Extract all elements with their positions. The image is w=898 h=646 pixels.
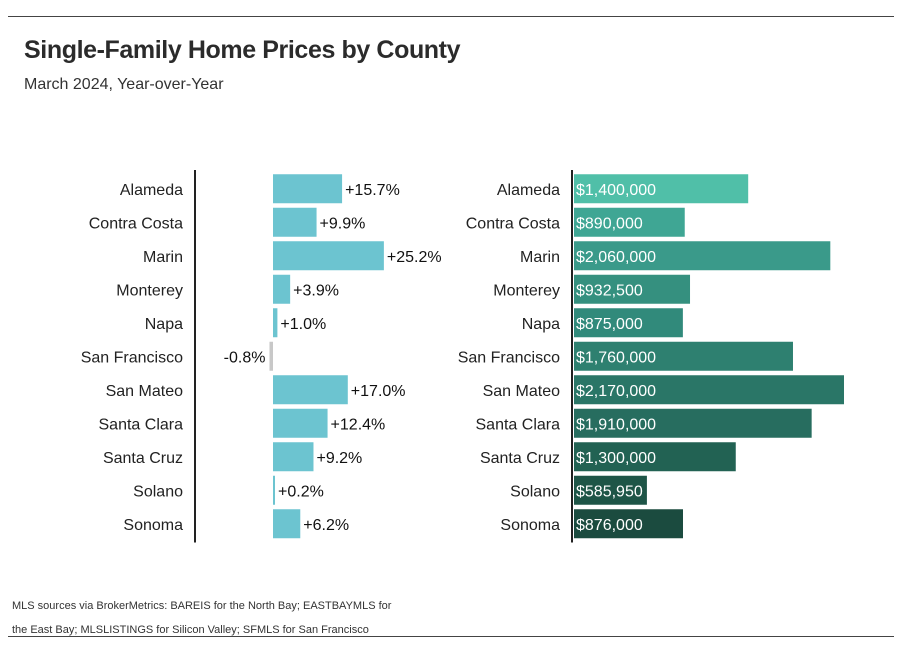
right-category-label: Santa Clara [476, 416, 561, 433]
yoy-bar [273, 408, 328, 438]
left-category-label: Alameda [120, 182, 183, 199]
left-category-label: San Mateo [106, 383, 183, 400]
yoy-value-label: -0.8% [224, 349, 266, 366]
yoy-bar [273, 509, 301, 539]
yoy-value-label: +6.2% [303, 517, 349, 534]
right-category-label: Solano [510, 483, 560, 500]
chart-title: Single-Family Home Prices by County [24, 36, 461, 64]
bottom-rule [8, 636, 894, 637]
yoy-bar [273, 375, 348, 405]
price-bar [574, 341, 793, 371]
price-bar [574, 174, 749, 204]
median-price-chart: Alameda $1,400,000 Contra Costa $890,000 Mar… [458, 170, 844, 543]
price-value-label: $875,000 [576, 316, 643, 333]
yoy-value-label: +12.4% [331, 416, 386, 433]
yoy-value-label: +1.0% [280, 316, 326, 333]
right-category-label: San Mateo [483, 383, 560, 400]
yoy-value-label: +9.2% [316, 450, 362, 467]
right-category-label: Alameda [497, 182, 560, 199]
left-category-label: Solano [133, 483, 183, 500]
price-value-label: $2,170,000 [576, 383, 656, 400]
yoy-value-label: +25.2% [387, 249, 442, 266]
yoy-bar [269, 341, 273, 371]
right-category-label: Santa Cruz [480, 450, 560, 467]
price-value-label: $890,000 [576, 215, 643, 232]
price-bar [574, 241, 831, 271]
price-bar [574, 509, 683, 539]
right-category-label: San Francisco [458, 349, 560, 366]
yoy-bar [273, 308, 278, 338]
price-bar [574, 375, 844, 405]
yoy-value-label: +9.9% [320, 215, 366, 232]
yoy-bar [273, 207, 317, 237]
yoy-value-label: +3.9% [293, 282, 339, 299]
price-value-label: $2,060,000 [576, 249, 656, 266]
yoy-bar [273, 475, 275, 505]
chart-subtitle: March 2024, Year-over-Year [24, 76, 224, 93]
right-category-label: Marin [520, 249, 560, 266]
top-rule [8, 16, 894, 17]
right-category-label: Contra Costa [466, 215, 560, 232]
footnote: MLS sources via BrokerMetrics: BAREIS fo… [12, 600, 392, 636]
yoy-bar [273, 174, 343, 204]
price-value-label: $1,400,000 [576, 182, 656, 199]
right-category-label: Monterey [493, 282, 560, 299]
price-bar [574, 408, 812, 438]
price-bar [574, 475, 647, 505]
yoy-bar [273, 241, 384, 271]
left-category-label: Sonoma [123, 517, 183, 534]
yoy-bar [273, 274, 291, 304]
price-value-label: $585,950 [576, 483, 643, 500]
yoy-bar [273, 442, 314, 472]
price-value-label: $1,760,000 [576, 349, 656, 366]
price-bar [574, 308, 683, 338]
left-category-label: Santa Cruz [103, 450, 183, 467]
left-category-label: Marin [143, 249, 183, 266]
yoy-change-chart: Alameda +15.7% Contra Costa +9.9% Marin +25.2… [81, 170, 442, 543]
price-bar [574, 274, 691, 304]
price-value-label: $876,000 [576, 517, 643, 534]
right-category-label: Sonoma [500, 517, 560, 534]
left-category-label: Contra Costa [89, 215, 183, 232]
yoy-value-label: +0.2% [278, 483, 324, 500]
price-value-label: $932,500 [576, 282, 643, 299]
price-value-label: $1,300,000 [576, 450, 656, 467]
price-value-label: $1,910,000 [576, 416, 656, 433]
price-bar [574, 442, 736, 472]
price-bar [574, 207, 685, 237]
left-category-label: Monterey [116, 282, 183, 299]
left-category-label: Santa Clara [99, 416, 184, 433]
yoy-value-label: +17.0% [351, 383, 406, 400]
yoy-value-label: +15.7% [345, 182, 400, 199]
left-category-label: San Francisco [81, 349, 183, 366]
right-category-label: Napa [522, 316, 560, 333]
left-category-label: Napa [145, 316, 183, 333]
